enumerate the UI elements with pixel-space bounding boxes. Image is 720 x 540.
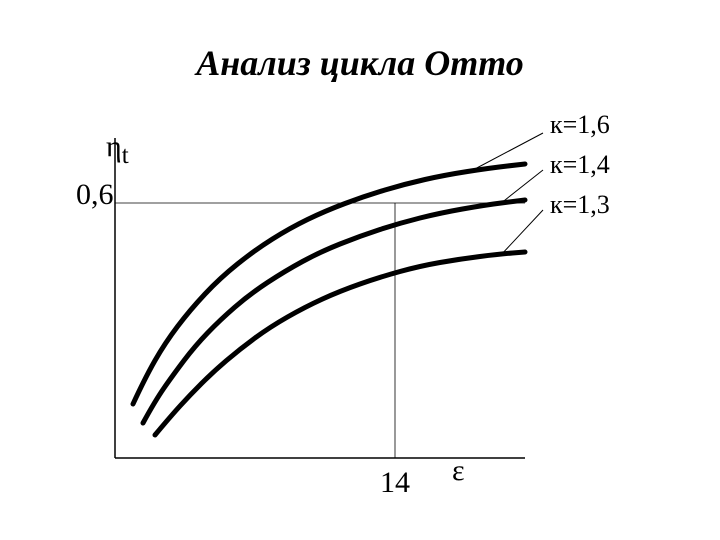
- series-k13: [155, 252, 525, 435]
- series-label-k16: к=1,6: [550, 110, 610, 140]
- series-label-k13: к=1,3: [550, 190, 610, 220]
- series-k16: [133, 164, 525, 404]
- x-tick-14: 14: [380, 466, 410, 500]
- series-label-k14: к=1,4: [550, 150, 610, 180]
- leader-2: [500, 210, 543, 256]
- series-k14: [143, 200, 525, 423]
- chart-svg: [95, 128, 565, 461]
- page-title: Анализ цикла Отто: [0, 42, 720, 84]
- otto-cycle-chart: [95, 128, 565, 461]
- page-root: Анализ цикла Отто ηt 0,6 14 ε к=1,6 к=1,…: [0, 0, 720, 540]
- y-axis-label: ηt: [106, 130, 129, 170]
- y-tick-0-6: 0,6: [76, 178, 114, 212]
- x-axis-label: ε: [452, 454, 465, 488]
